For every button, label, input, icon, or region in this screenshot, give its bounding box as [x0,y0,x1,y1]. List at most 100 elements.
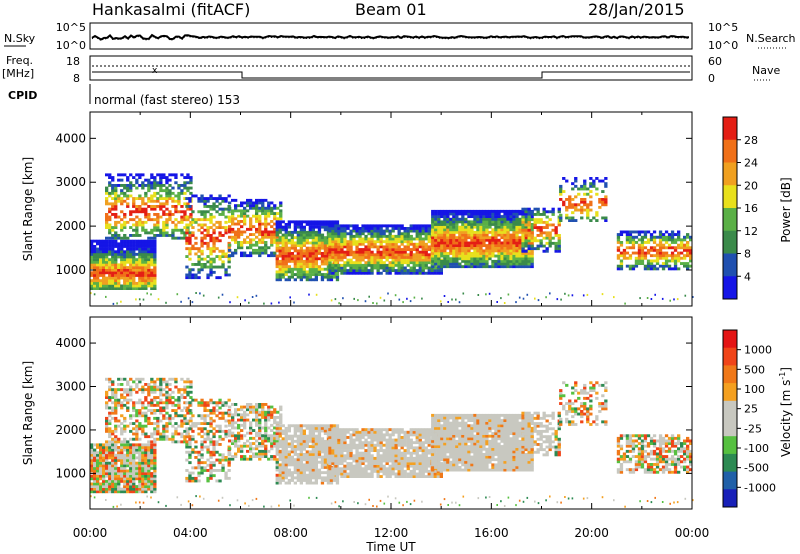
power-cell [415,269,419,272]
power-cell [349,229,353,233]
power-cell [120,274,124,277]
power-cell [111,176,115,179]
power-cell [589,190,593,193]
power-cell [652,254,657,258]
velocity-cell [270,416,274,419]
power-cell [530,223,534,226]
power-cell [482,223,486,226]
power-cell [340,250,344,254]
power-cell [542,236,546,240]
velocity-cell [114,472,118,475]
power-cell [126,247,130,251]
power-cell [604,182,608,186]
power-cell [108,226,112,229]
power-cell [424,263,428,267]
power-cell [243,254,247,258]
power-cell [138,255,142,259]
power-cell [150,228,154,232]
velocity-cell [194,424,198,428]
power-cell [108,223,112,227]
power-cell [308,254,312,258]
power-cell [461,238,465,242]
power-cell [521,223,525,226]
power-cell [582,294,585,297]
velocity-cell [203,469,207,472]
velocity-cell [123,490,127,494]
power-cell [358,242,362,246]
power-cell [323,259,328,263]
velocity-cell [99,485,103,488]
velocity-cell [120,456,124,460]
power-cell [331,263,335,267]
power-cell [186,189,190,193]
power-cell [661,238,666,242]
power-cell [275,244,279,247]
power-cell [476,262,480,266]
power-cell [361,248,365,251]
power-cell [252,248,256,252]
velocity-cell [197,474,201,478]
power-cell [601,293,604,296]
power-cell [212,270,216,274]
velocity-cell [144,456,148,460]
power-cell [174,199,178,203]
velocity-cell [126,469,130,473]
power-cell [117,268,121,272]
velocity-cell [114,398,118,402]
power-cell [264,251,268,255]
power-cell [424,271,428,275]
power-cell [275,257,279,261]
velocity-cell [126,406,130,410]
velocity-cell [153,474,157,478]
power-cell [114,263,118,267]
power-cell [114,231,118,235]
power-cell [129,234,133,237]
velocity-cell [243,426,247,430]
power-cell [126,281,130,285]
velocity-data-layer [90,377,694,508]
power-cell [188,249,192,253]
power-cell [476,265,480,269]
velocity-cell [138,437,142,441]
power-cell [240,212,244,215]
power-cell [580,187,584,191]
power-cell [96,287,100,290]
velocity-cell [177,424,181,428]
power-cell [467,244,471,247]
power-cell [200,268,204,272]
velocity-cell [144,424,148,428]
velocity-cell [212,435,216,439]
power-cell [227,215,231,219]
power-cell [194,252,198,256]
power-cell [394,263,398,267]
power-cell [646,248,651,252]
velocity-cell [197,450,201,454]
power-cell [102,268,106,272]
velocity-cell [215,401,219,405]
power-cell [473,220,477,224]
power-cell [281,273,285,276]
power-cell [117,284,121,288]
power-cell [670,233,675,236]
power-cell [677,230,681,234]
power-cell [403,266,407,270]
power-cell [120,268,124,272]
power-cell [397,240,401,244]
power-cell [664,256,669,260]
velocity-cell [108,411,112,415]
velocity-cell [183,440,187,444]
power-cell [452,257,456,261]
power-cell [515,209,519,213]
velocity-cell [138,424,142,428]
power-cell [323,275,328,279]
velocity-cell [209,471,213,475]
velocity-cell [231,434,235,438]
power-cell [521,257,525,261]
power-cell [276,235,280,239]
velocity-cell [188,453,192,457]
velocity-cell [138,401,142,405]
power-cell [476,259,480,263]
power-cell [518,249,522,253]
velocity-cell [255,444,259,448]
power-cell [388,271,392,275]
